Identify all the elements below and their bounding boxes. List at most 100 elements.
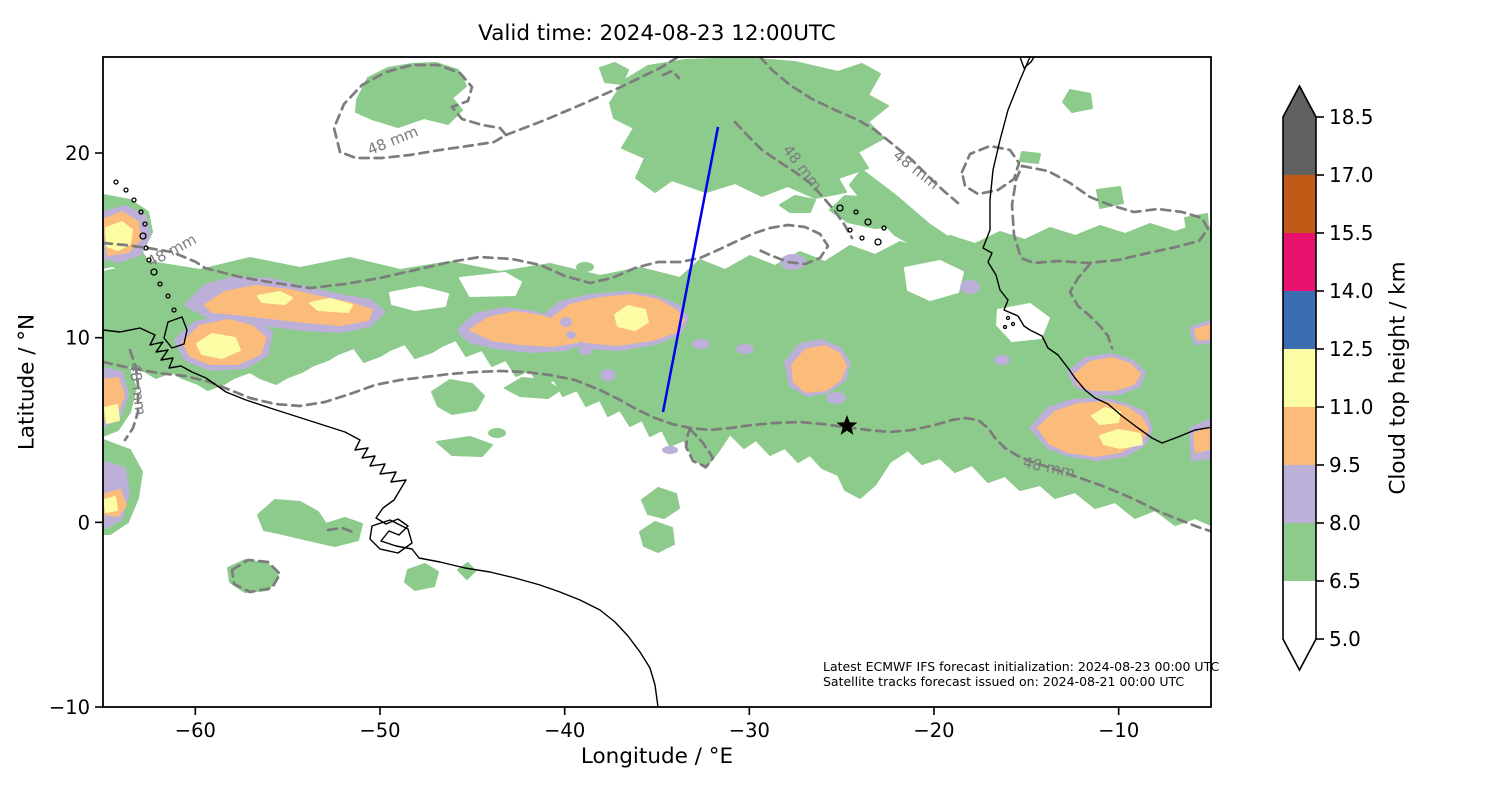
colorbar-segment [1283,465,1316,523]
island-outline [853,209,859,215]
island-outline [146,257,152,263]
cloud-patch-white [389,286,449,311]
plot-title: Valid time: 2024-08-23 12:00UTC [478,21,836,46]
cloud-patch-yellow [1099,429,1143,449]
island-outline [874,238,882,246]
island-outline [881,225,887,231]
cloud-patch-green [599,62,629,85]
colorbar-tick-label: 11.0 [1329,395,1374,419]
cloud-patch-yellow [104,404,120,424]
colorbar-tick-label: 8.0 [1329,511,1361,535]
coastline [982,57,1211,444]
cloud-patch-green [639,521,675,553]
cloud-patch-orange [1193,426,1211,453]
cloud-patch-yellow [309,298,353,313]
y-tick-label: 20 [65,142,90,165]
coastline [1019,57,1035,69]
x-tick-label: −10 [1098,719,1139,742]
colorbar-segment [1283,349,1316,407]
cloud-patch-yellow [103,496,118,513]
y-tick-label: −10 [49,696,90,719]
contour-label-48mm: 48 mm [890,146,943,193]
island-outline [859,235,865,241]
dashed-contour-48mm [230,558,282,594]
cloud-patch-yellow [614,305,649,331]
star-marker [836,415,858,435]
satellite-track-line [661,126,720,413]
cloud-patch-yellow [257,291,293,305]
island-outline [139,232,147,240]
cloud-dot-lavender [960,280,980,294]
colorbar-tick-label: 17.0 [1329,163,1374,187]
island-outline [1005,315,1011,321]
colorbar-segment [1283,523,1316,581]
cloud-patch-green [504,377,561,399]
cloud-patch-green [609,57,889,199]
annotation-line-1: Latest ECMWF IFS forecast initialization… [823,659,1220,674]
axes-frame [102,56,1212,708]
island-outline [150,268,158,276]
island-outline [165,293,171,299]
dashed-contour-48mm [326,526,358,535]
y-tick-label: 10 [65,327,90,350]
cloud-patch-green [436,436,493,457]
cloud-patch-green [404,563,439,591]
colorbar-segment [1283,291,1316,349]
cloud-dot-lavender [826,392,846,404]
dashed-contour-48mm [103,360,1211,533]
annotation-line-2: Satellite tracks forecast issued on: 202… [823,674,1185,689]
dashed-contour-48mm [1068,262,1114,350]
island-outline [864,218,872,226]
cloud-patch-white [459,272,522,297]
cloud-patch-green [103,223,1211,526]
dashed-contour-48mm [1010,164,1210,265]
colorbar-segment [1283,233,1316,291]
cloud-dot-lavender [560,317,572,327]
cloud-patch-green [779,195,816,213]
cloud-patch-white [904,260,964,301]
coastline [163,316,188,349]
x-axis-label: Longitude / °E [580,744,734,769]
cloud-patch-yellow [1091,407,1121,425]
cloud-patch-green [1019,151,1041,164]
x-tick-label: −40 [544,719,585,742]
cloud-patch-green [355,62,467,128]
island-outline [142,221,148,227]
colorbar-tick-label: 9.5 [1329,453,1361,477]
island-outline [138,209,144,215]
island-outline [113,179,119,185]
colorbar-under-arrow [1283,639,1316,670]
colorbar-tick-label: 18.5 [1329,105,1374,129]
cloud-patch-green [457,562,476,580]
cloud-dot-lavender [736,344,754,354]
colorbar-tick-label: 6.5 [1329,569,1361,593]
cloud-patch-green [1062,89,1093,113]
x-tick-label: −60 [175,719,216,742]
colorbar-tick-label: 15.5 [1329,221,1374,245]
x-tick-label: −30 [729,719,770,742]
dashed-contour-48mm [733,120,854,240]
y-tick-label: 0 [78,511,90,534]
island-outline [1002,324,1008,330]
x-tick-label: −50 [359,719,400,742]
island-outline [131,197,137,203]
cloud-patch-green [829,195,919,229]
cloud-patch-white [539,414,573,433]
cloud-patch-orange [1194,324,1211,341]
cloud-patch-orange [791,345,847,393]
colorbar-segment [1283,117,1316,175]
colorbar-over-arrow [1283,86,1316,117]
island-outline [143,245,149,251]
island-outline [123,187,129,193]
dashed-contour-48mm [103,223,830,290]
cloud-dot-lavender [662,446,678,454]
dashed-contour-48mm [661,69,681,80]
cloud-dot-green [488,428,506,438]
island-outline [836,204,844,212]
cloud-dot-lavender [994,355,1010,365]
forecast-annotation: Latest ECMWF IFS forecast initialization… [823,659,1219,689]
colorbar-segment [1283,581,1316,639]
dashed-contour-48mm [123,348,140,442]
